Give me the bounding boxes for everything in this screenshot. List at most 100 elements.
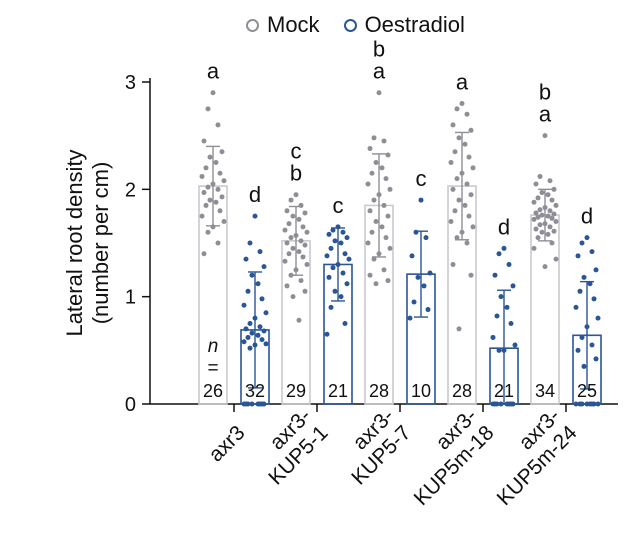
mock-point [203,202,209,208]
mock-point [219,149,225,155]
mock-point [379,165,385,171]
mock-point [215,240,221,246]
mock-point [381,202,387,208]
mock-point [464,111,470,117]
oestradiol-point [324,253,330,259]
oestradiol-point [492,272,498,278]
mock-point [286,221,292,227]
oestradiol-point [575,347,581,353]
legend-item-oestradiol: Oestradiol [343,12,465,38]
mock-point [539,212,545,218]
mock-point [217,170,223,176]
oestradiol-point [249,330,255,336]
oestradiol-point [261,264,267,270]
mock-point [290,245,296,251]
oestradiol-point [247,345,253,351]
oestradiol-point [573,304,579,310]
mock-point [537,222,543,228]
mock-point [217,208,223,214]
mock-point [369,170,375,176]
oestradiol-point [338,294,344,300]
mock-point [288,235,294,241]
oestradiol-point [346,256,352,262]
oestradiol-point [584,401,590,407]
oestradiol-point [245,334,251,340]
mock-point [365,240,371,246]
mock-point [454,106,460,112]
mock-point [282,227,288,233]
legend-item-mock: Mock [246,12,320,38]
mock-point [551,211,557,217]
oestradiol-point [577,288,583,294]
mock-point [450,186,456,192]
oestradiol-point [504,304,510,310]
mock-point [537,207,543,213]
mock-point [213,199,219,205]
oestradiol-point [241,401,247,407]
oestradiol-point [261,328,267,334]
legend: Mock Oestradiol [246,12,465,38]
oestradiol-point [328,304,334,310]
mock-point [537,173,543,179]
mock-bar-group-5 [530,214,560,405]
mock-point [553,256,559,262]
oestradiol-point [255,332,261,338]
oestradiol-point [340,270,346,276]
mock-point [284,240,290,246]
mock-n-label: 28 [369,381,389,401]
y-tick-label-2: 2 [125,179,136,201]
oestradiol-point [423,235,429,241]
mock-point [367,208,373,214]
mock-point [456,197,462,203]
mock-point [547,208,553,214]
mock-point [365,181,371,187]
legend-oestradiol-marker-icon [343,18,357,32]
mock-point [369,229,375,235]
oestradiol-point [255,401,261,407]
mock-point [551,186,557,192]
oestradiol-point [252,213,258,219]
oestradiol-point [490,401,496,407]
mock-point [373,281,379,287]
mock-point [219,194,225,200]
mock-point [535,195,541,201]
legend-mock-label: Mock [267,12,320,37]
mock-point [215,186,221,192]
oestradiol-point [501,245,507,251]
mock-point [367,146,373,152]
mock-significance-letter: a [373,59,386,84]
oestradiol-point [245,401,251,407]
oestradiol-point [427,270,433,276]
mock-point [470,165,476,171]
oestradiol-significance-letter: d [249,182,261,207]
oestradiol-significance-letter: d [498,214,510,239]
oestradiol-point [415,274,421,280]
oestradiol-n-label: 25 [577,381,597,401]
mock-significance-letter: a [456,69,469,94]
mock-point [201,251,207,257]
mock-point [215,122,221,128]
mock-point [466,154,472,160]
mock-point [205,184,211,190]
oestradiol-point [494,313,500,319]
mock-point [470,224,476,230]
oestradiol-point [332,288,338,294]
mock-significance-letter: b [290,161,302,186]
mock-point [387,245,393,251]
mock-n-label: 34 [535,381,555,401]
mock-significance-letter: b [539,80,551,105]
mock-point [199,213,205,219]
mock-point [367,272,373,278]
mock-point [539,190,545,196]
oestradiol-point [418,197,424,203]
mock-point [201,138,207,144]
oestradiol-n-label: 10 [411,381,431,401]
oestradiol-point [330,227,336,233]
oestradiol-point [510,283,516,289]
mock-point [201,190,207,196]
oestradiol-point [259,337,265,343]
mock-point [383,176,389,182]
mock-point [545,213,551,219]
mock-point [551,228,557,234]
